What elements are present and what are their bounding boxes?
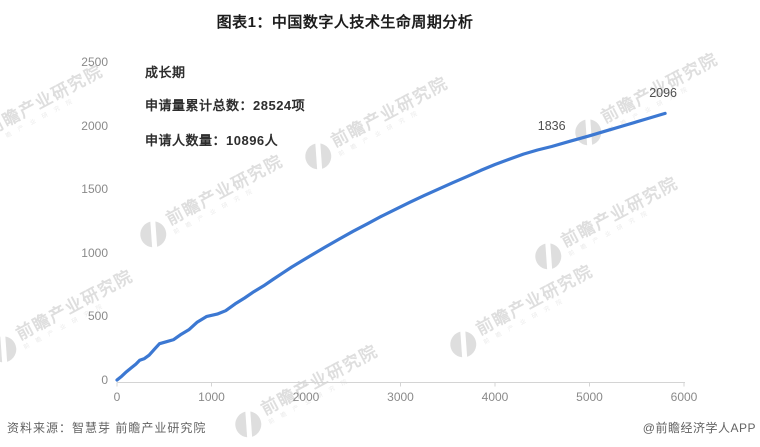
y-tick-label: 0 [101, 373, 108, 387]
annotation-applicant-count: 申请人数量：10896人 [145, 133, 279, 148]
x-tick-label: 6000 [670, 390, 698, 404]
trend-line [115, 111, 667, 382]
x-axis-ticks [116, 382, 685, 387]
x-tick-label: 5000 [576, 390, 603, 404]
source-note: 资料来源：智慧芽 前瞻产业研究院 [7, 421, 207, 435]
y-tick-label: 500 [87, 309, 108, 324]
x-tick-label: 2000 [292, 390, 320, 404]
y-tick-label: 2500 [81, 55, 108, 69]
y-tick-label: 2000 [81, 118, 108, 133]
x-tick-label: 4000 [481, 390, 509, 404]
y-tick-label: 1500 [81, 182, 108, 197]
data-point-label: 2096 [649, 86, 677, 101]
credit-note: @前瞻经济学人APP [642, 421, 756, 435]
x-tick-label: 1000 [198, 390, 225, 404]
data-point-label: 1836 [537, 119, 566, 134]
x-tick-label: 3000 [387, 390, 414, 404]
y-tick-label: 1000 [81, 245, 108, 260]
x-tick-label: 0 [113, 390, 121, 404]
annotation-stage: 成长期 [145, 65, 186, 80]
annotation-total-applications: 申请量累计总数：28524项 [145, 98, 306, 113]
chart-title: 图表1：中国数字人技术生命周期分析 [216, 14, 474, 31]
